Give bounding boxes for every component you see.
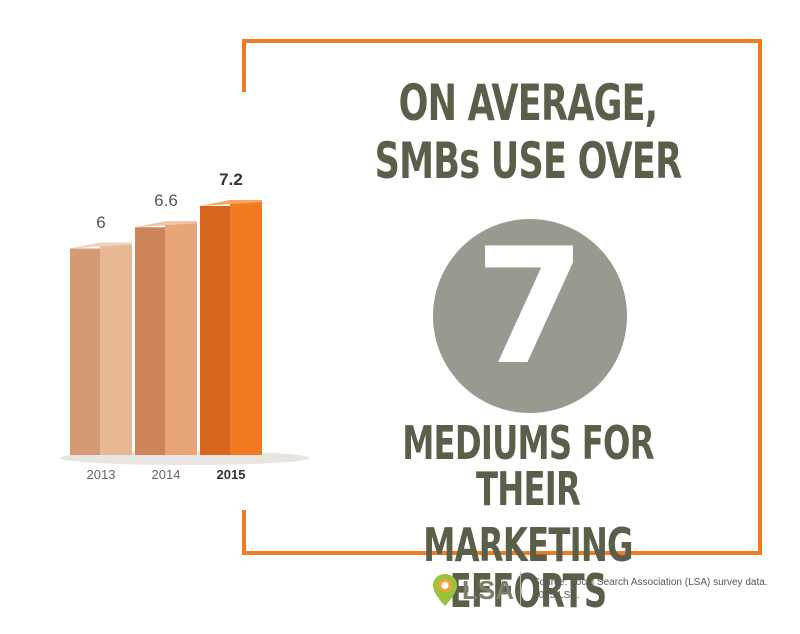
source-line-1: Source: Local Search Association (LSA) s… xyxy=(533,577,768,588)
orange-bracket-frame xyxy=(242,39,762,555)
headline-top: ON AVERAGE, SMBs USE OVER xyxy=(364,78,692,186)
value-label-2014: 6.6 xyxy=(154,191,178,211)
bar-series xyxy=(70,200,262,455)
bar-2015 xyxy=(230,200,262,455)
bar-2013-top-face xyxy=(70,242,132,249)
big-number: 7 xyxy=(474,213,586,400)
footer-divider xyxy=(520,572,521,606)
category-label-2015: 2015 xyxy=(216,467,246,482)
lsa-logo: LSA xyxy=(432,572,514,608)
headline-bottom: MEDIUMS FOR THEIR MARKETING EFFORTS xyxy=(364,420,692,614)
bar-2015-left-face xyxy=(200,206,230,455)
value-label-2015: 7.2 xyxy=(219,170,243,189)
source-note: Source: Local Search Association (LSA) s… xyxy=(533,576,783,602)
bar-2013-left-face xyxy=(70,248,100,455)
value-label-2013: 6 xyxy=(96,212,106,232)
bar-2014-left-face xyxy=(135,227,165,455)
source-line-2: 2015 LSA. xyxy=(533,590,580,601)
logo-text: LSA xyxy=(462,574,514,605)
headline-line-2: SMBs USE OVER xyxy=(374,132,683,190)
category-label-2013: 2013 xyxy=(86,467,116,482)
location-pin-icon xyxy=(433,574,457,606)
bar-2014 xyxy=(165,221,197,455)
headline-line-3: MEDIUMS FOR THEIR xyxy=(402,416,654,516)
big-number-circle: 7 xyxy=(433,219,627,413)
bar-2014-top-face xyxy=(135,221,197,228)
category-label-2014: 2014 xyxy=(151,467,181,482)
bar-2013 xyxy=(100,242,132,455)
headline-line-1: ON AVERAGE, xyxy=(398,74,659,132)
bar-2015-top-face xyxy=(200,200,262,206)
headline-line-4: MARKETING EFFORTS xyxy=(423,518,633,618)
